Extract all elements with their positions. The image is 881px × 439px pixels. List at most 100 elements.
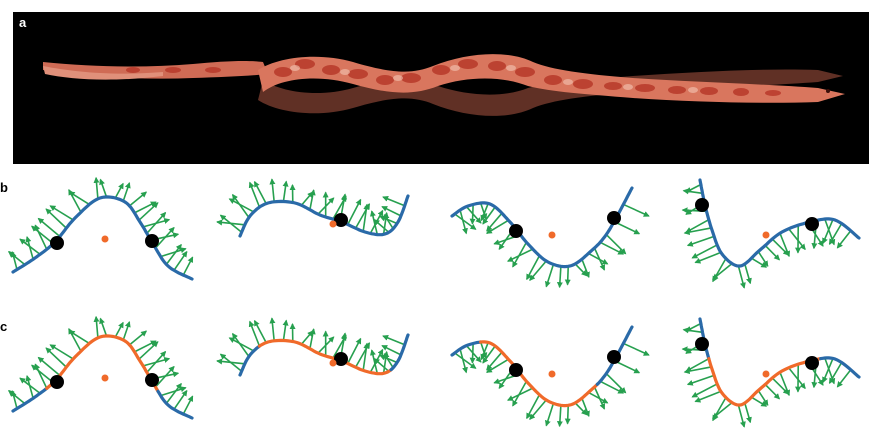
force-arrow [485,358,509,373]
force-arrow [381,344,402,356]
body-curve-lifted [707,357,823,407]
snake-force-diagrams [7,176,861,428]
force-arrow [469,343,476,364]
body-curve-free [11,386,49,413]
force-arrow [564,405,571,425]
center-of-mass-icon [762,370,770,378]
force-arrow [282,180,289,202]
contact-point-icon [334,352,348,366]
force-arrow [822,219,834,245]
force-arrow [114,321,124,338]
force-arrow [757,390,769,406]
force-arrow [49,344,74,360]
force-arrow [19,377,41,394]
contact-point-icon [50,375,64,389]
force-arrow [469,204,476,225]
posture-b-3 [450,186,650,289]
force-arrow [154,365,175,388]
force-arrow [347,337,362,364]
force-arrow [379,215,398,225]
contact-point-icon [607,211,621,225]
posture-c-4 [681,317,861,428]
force-arrow [711,401,733,419]
force-arrow [7,390,26,405]
body-curve-free [389,333,410,372]
force-arrow [248,320,261,347]
force-arrow [379,354,398,364]
force-arrow [686,374,715,386]
force-arrow [711,262,733,280]
contact-point-icon [695,337,709,351]
contact-point-icon [607,350,621,364]
force-arrow [744,263,752,285]
force-arrow [381,205,402,217]
force-arrow [19,238,41,255]
force-arrow [581,258,590,279]
force-arrow [486,351,503,371]
force-arrow [613,220,641,235]
force-arrow [482,206,496,225]
force-arrow [691,244,718,259]
force-arrow [836,369,852,388]
body-curve-free [156,389,194,420]
panel-label-a: a [19,15,27,30]
force-arrow [788,367,806,390]
force-arrow [25,236,34,260]
force-arrow [68,191,90,206]
force-arrow [129,330,148,346]
force-arrow [744,402,752,424]
force-arrow [37,217,61,238]
force-arrow [309,328,316,349]
force-arrow [512,241,528,268]
force-arrow [165,382,182,404]
force-arrow [173,389,188,410]
force-arrow [173,250,188,271]
panel-label-c: c [0,319,8,334]
body-curve [11,195,194,281]
force-arrow [129,191,148,207]
force-arrow [382,335,405,346]
force-arrow [737,265,746,289]
force-arrow [824,218,836,246]
force-arrow [459,209,468,235]
force-arrow [114,182,124,199]
force-arrow [506,248,534,262]
force-arrow [93,315,100,338]
force-arrow [7,251,26,266]
contact-point-icon [805,356,819,370]
force-arrow [556,405,563,428]
posture-b-2 [216,178,410,238]
center-of-mass-icon [329,359,337,367]
force-arrow [682,188,703,195]
force-arrow [482,345,496,364]
force-arrow [779,232,791,258]
snake-photo [13,12,869,164]
force-arrow [779,371,791,397]
force-arrow [512,380,528,407]
force-arrow [253,319,267,343]
force-arrow [599,380,625,394]
force-arrow [93,176,100,199]
force-arrow [683,227,712,236]
force-arrow [182,395,194,415]
center-of-mass-icon [548,231,556,239]
force-arrow [99,178,108,198]
force-arrow [37,356,61,377]
body-curve-free [238,344,262,377]
force-arrow [544,403,555,427]
force-arrow [593,386,606,410]
force-arrow [526,255,541,281]
force-arrow [605,372,627,394]
force-arrow [25,375,34,399]
force-arrow [122,182,131,202]
force-arrow [836,230,852,249]
body-curve-free [450,340,483,357]
contact-point-icon [50,236,64,250]
force-arrow [454,213,477,230]
contact-point-icon [334,213,348,227]
force-arrow [253,180,267,204]
force-arrow [231,332,250,357]
force-arrow [824,357,836,385]
force-arrow [544,264,555,288]
body-curve-lifted [479,340,599,408]
